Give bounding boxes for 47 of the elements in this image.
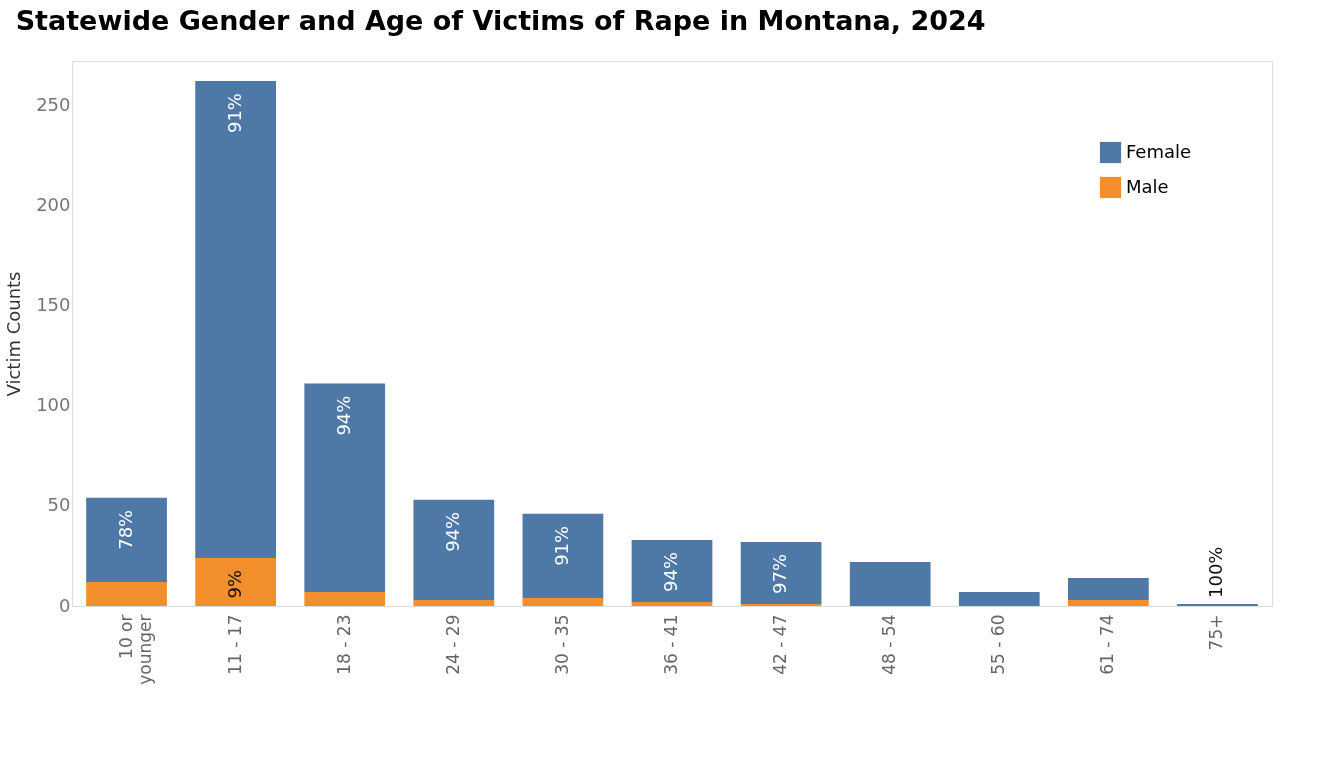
y-axis-title: Victim Counts (3, 271, 25, 397)
bar (413, 499, 495, 600)
x-tick-label: 24 - 29 (442, 614, 463, 675)
x-tick-label: 10 or younger (115, 614, 155, 685)
x-tick-label: 61 - 74 (1097, 614, 1118, 675)
bar (522, 597, 604, 606)
annotation: 97% (769, 553, 791, 594)
y-tick-label: 250 (36, 93, 71, 115)
x-tick-label: 55 - 60 (988, 614, 1009, 675)
bar (1068, 577, 1149, 600)
annotation: 94% (441, 511, 463, 552)
bar (849, 561, 931, 606)
bar (304, 591, 386, 606)
y-tick-label: 150 (36, 293, 71, 315)
x-tick-label: 18 - 23 (333, 614, 354, 675)
x-tick-label: 11 - 17 (224, 614, 245, 675)
bar (1068, 599, 1149, 606)
bar (631, 539, 713, 602)
legend-label: Male (1126, 175, 1169, 197)
bar (195, 81, 276, 558)
y-tick-label: 200 (36, 193, 71, 215)
annotation: 78% (114, 509, 136, 550)
y-tick-label: 50 (47, 494, 71, 516)
x-tick-label: 42 - 47 (770, 614, 791, 675)
annotation: 91% (550, 525, 572, 566)
bar (522, 513, 604, 598)
bar (631, 601, 713, 606)
bar (740, 541, 822, 604)
x-tick-label: 48 - 54 (879, 614, 900, 675)
chart-title: Statewide Gender and Age of Victims of Rape in Montana, 2024 (15, 5, 986, 36)
y-tick-label: 0 (59, 594, 71, 616)
bar (195, 557, 276, 606)
bar (958, 591, 1040, 606)
annotation: 94% (332, 395, 354, 436)
annotation: 91% (223, 93, 245, 134)
bar (86, 497, 167, 582)
y-tick-label: 100 (36, 394, 71, 416)
annotation: 94% (660, 551, 681, 592)
bar (86, 581, 167, 606)
x-tick-label: 30 - 35 (551, 614, 572, 675)
x-tick-label: 75+ (1206, 614, 1227, 651)
bar (304, 383, 386, 592)
legend-label: Female (1126, 140, 1192, 162)
bar (413, 599, 495, 606)
x-tick-label: 36 - 41 (661, 614, 681, 675)
annotation: 9% (223, 569, 245, 599)
annotation: 100% (1205, 546, 1227, 598)
